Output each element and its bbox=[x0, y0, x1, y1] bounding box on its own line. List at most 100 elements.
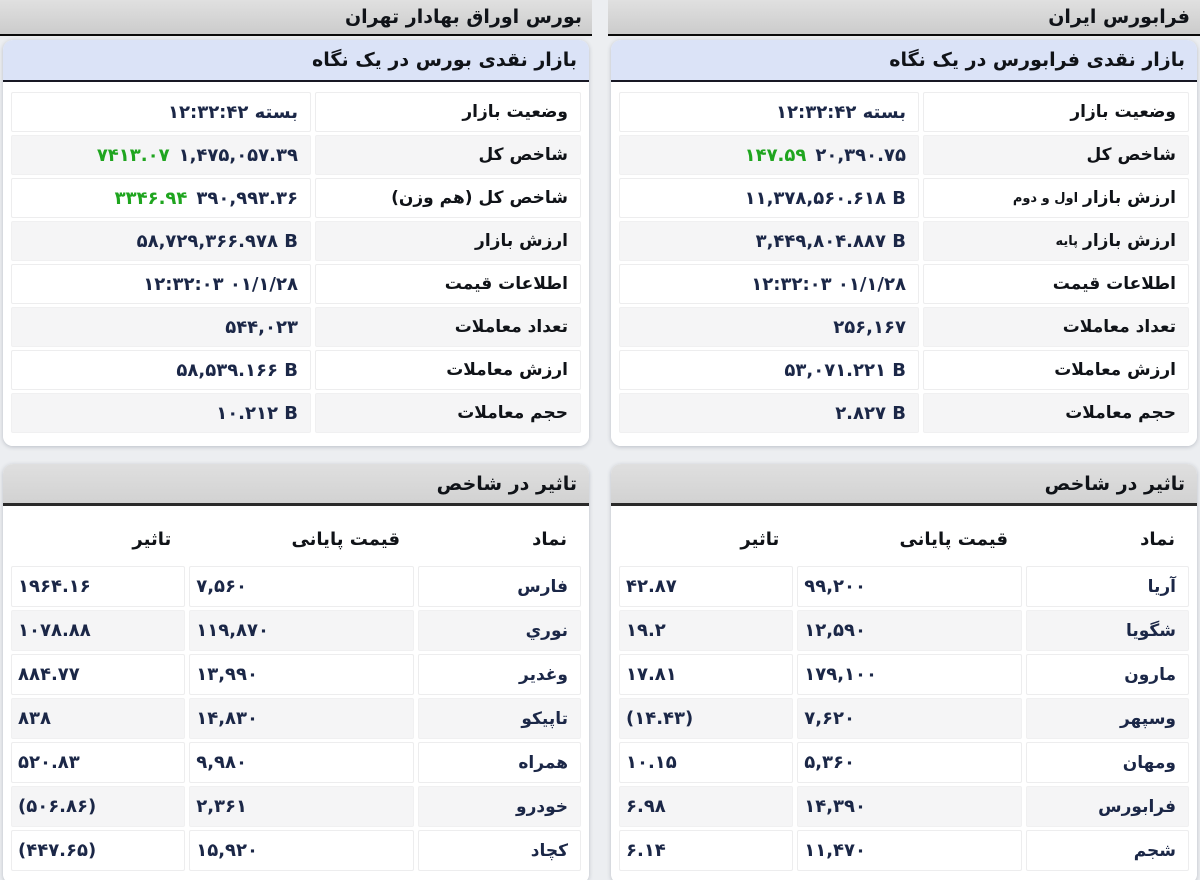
close-price: ۲,۳۶۱ bbox=[189, 786, 414, 827]
row-value: ۲.۸۲۷ B bbox=[835, 402, 906, 424]
impact-row: ومهان ۵,۳۶۰ ۱۰.۱۵ bbox=[619, 742, 1189, 783]
glance-row-market-status: وضعیت بازار بسته ۱۲:۳۲:۴۲ bbox=[619, 92, 1189, 132]
row-label: وضعیت بازار bbox=[1070, 102, 1176, 122]
index-impact: ۶.۹۸ bbox=[619, 786, 794, 827]
row-value: ۱۲:۳۲:۰۳ ۰۱/۱/۲۸ bbox=[751, 273, 906, 295]
glance-row-market-status: وضعیت بازار بسته ۱۲:۳۲:۴۲ bbox=[11, 92, 581, 132]
row-label: شاخص کل bbox=[478, 145, 568, 165]
row-label: ارزش بازار bbox=[475, 231, 568, 251]
symbol-link[interactable]: نوري bbox=[417, 610, 581, 651]
glance-row-trade-value: ارزش معاملات ۵۸,۵۳۹.۱۶۶ B bbox=[11, 350, 581, 390]
impact-row: تاپیکو ۱۴,۸۳۰ ۸۳۸ bbox=[11, 698, 581, 739]
row-value: ۲۰,۳۹۰.۷۵ bbox=[815, 144, 906, 166]
col-header-symbol: نماد bbox=[532, 528, 567, 550]
close-price: ۹,۹۸۰ bbox=[189, 742, 414, 783]
index-impact: ۱۷.۸۱ bbox=[619, 654, 794, 695]
close-price: ۷,۶۲۰ bbox=[797, 698, 1022, 739]
farabourse-glance-title: بازار نقدی فرابورس در یک نگاه bbox=[611, 40, 1197, 82]
row-change: ۳۳۴۶.۹۴ bbox=[114, 187, 188, 209]
index-impact: (۵۰۶.۸۶) bbox=[11, 786, 186, 827]
row-value: ۱۲:۳۲:۰۳ ۰۱/۱/۲۸ bbox=[143, 273, 298, 295]
glance-row-market-cap-1-2: ارزش بازار اول و دوم ۱۱,۳۷۸,۵۶۰.۶۱۸ B bbox=[619, 178, 1189, 218]
index-impact: ۶.۱۴ bbox=[619, 830, 794, 871]
row-label: اطلاعات قیمت bbox=[1052, 274, 1176, 294]
impact-row: کچاد ۱۵,۹۲۰ (۴۴۷.۶۵) bbox=[11, 830, 581, 871]
col-header-close-price: قیمت پایانی bbox=[291, 528, 400, 550]
symbol-link[interactable]: خودرو bbox=[417, 786, 581, 827]
close-price: ۱۱۹,۸۷۰ bbox=[189, 610, 414, 651]
symbol-link[interactable]: وسپهر bbox=[1025, 698, 1189, 739]
row-label: تعداد معاملات bbox=[1062, 317, 1176, 337]
symbol-link[interactable]: فرابورس bbox=[1025, 786, 1189, 827]
close-price: ۱۲,۵۹۰ bbox=[797, 610, 1022, 651]
index-impact: (۱۴.۴۳) bbox=[619, 698, 794, 739]
symbol-link[interactable]: تاپیکو bbox=[417, 698, 581, 739]
index-impact: ۸۳۸ bbox=[11, 698, 186, 739]
row-label: ارزش بازار bbox=[1083, 188, 1176, 208]
row-value: ۵۸,۵۳۹.۱۶۶ B bbox=[176, 359, 298, 381]
row-value: بسته ۱۲:۳۲:۴۲ bbox=[168, 101, 298, 123]
row-label: حجم معاملات bbox=[1065, 403, 1176, 423]
farabourse-column: فرابورس ایران بازار نقدی فرابورس در یک ن… bbox=[608, 0, 1200, 880]
farabourse-impact-panel: تاثیر در شاخص نماد قیمت پایانی تاثیر آری… bbox=[611, 464, 1197, 880]
symbol-link[interactable]: کچاد bbox=[417, 830, 581, 871]
close-price: ۱۴,۸۳۰ bbox=[189, 698, 414, 739]
row-label: وضعیت بازار bbox=[462, 102, 568, 122]
row-label: شاخص کل (هم وزن) bbox=[391, 188, 568, 208]
index-impact: ۱۰۷۸.۸۸ bbox=[11, 610, 186, 651]
symbol-link[interactable]: آریا bbox=[1025, 566, 1189, 607]
index-impact: ۴۲.۸۷ bbox=[619, 566, 794, 607]
tse-glance-title: بازار نقدی بورس در یک نگاه bbox=[3, 40, 589, 82]
close-price: ۱۷۹,۱۰۰ bbox=[797, 654, 1022, 695]
glance-row-total-index: شاخص کل ۲۰,۳۹۰.۷۵ ۱۴۷.۵۹ bbox=[619, 135, 1189, 175]
glance-row-trade-count: تعداد معاملات ۲۵۶,۱۶۷ bbox=[619, 307, 1189, 347]
row-value: ۳,۴۴۹,۸۰۴.۸۸۷ B bbox=[755, 230, 906, 252]
index-impact: ۱۹.۲ bbox=[619, 610, 794, 651]
row-value: ۱۱,۳۷۸,۵۶۰.۶۱۸ B bbox=[744, 187, 906, 209]
index-impact: ۸۸۴.۷۷ bbox=[11, 654, 186, 695]
symbol-link[interactable]: همراه bbox=[417, 742, 581, 783]
symbol-link[interactable]: فارس bbox=[417, 566, 581, 607]
tse-impact-title: تاثیر در شاخص bbox=[3, 464, 589, 506]
row-label: اطلاعات قیمت bbox=[444, 274, 568, 294]
impact-row: شگویا ۱۲,۵۹۰ ۱۹.۲ bbox=[619, 610, 1189, 651]
close-price: ۱۴,۳۹۰ bbox=[797, 786, 1022, 827]
tse-impact-panel: تاثیر در شاخص نماد قیمت پایانی تاثیر فار… bbox=[3, 464, 589, 880]
impact-table-header: نماد قیمت پایانی تاثیر bbox=[11, 515, 581, 563]
impact-row: خودرو ۲,۳۶۱ (۵۰۶.۸۶) bbox=[11, 786, 581, 827]
impact-row: همراه ۹,۹۸۰ ۵۲۰.۸۳ bbox=[11, 742, 581, 783]
row-label-qualifier: اول و دوم bbox=[1012, 190, 1079, 206]
impact-row: نوري ۱۱۹,۸۷۰ ۱۰۷۸.۸۸ bbox=[11, 610, 581, 651]
tse-glance-body: وضعیت بازار بسته ۱۲:۳۲:۴۲ شاخص کل ۱,۴۷۵,… bbox=[3, 82, 589, 446]
row-value: ۵۴۴,۰۲۳ bbox=[225, 316, 298, 338]
col-header-impact: تاثیر bbox=[740, 528, 780, 550]
row-value: ۲۵۶,۱۶۷ bbox=[833, 316, 906, 338]
symbol-link[interactable]: وغدیر bbox=[417, 654, 581, 695]
close-price: ۱۵,۹۲۰ bbox=[189, 830, 414, 871]
col-header-impact: تاثیر bbox=[132, 528, 172, 550]
row-value: ۵۳,۰۷۱.۲۲۱ B bbox=[784, 359, 906, 381]
symbol-link[interactable]: ومهان bbox=[1025, 742, 1189, 783]
symbol-link[interactable]: شگویا bbox=[1025, 610, 1189, 651]
farabourse-glance-body: وضعیت بازار بسته ۱۲:۳۲:۴۲ شاخص کل ۲۰,۳۹۰… bbox=[611, 82, 1197, 446]
glance-row-trade-value: ارزش معاملات ۵۳,۰۷۱.۲۲۱ B bbox=[619, 350, 1189, 390]
symbol-link[interactable]: شجم bbox=[1025, 830, 1189, 871]
row-change: ۷۴۱۳.۰۷ bbox=[96, 144, 170, 166]
row-label: ارزش بازار bbox=[1083, 231, 1176, 251]
row-label-qualifier: پایه bbox=[1055, 233, 1079, 249]
impact-row: وغدیر ۱۳,۹۹۰ ۸۸۴.۷۷ bbox=[11, 654, 581, 695]
col-header-symbol: نماد bbox=[1140, 528, 1175, 550]
close-price: ۱۳,۹۹۰ bbox=[189, 654, 414, 695]
row-value: ۳۹۰,۹۹۳.۳۶ bbox=[196, 187, 298, 209]
tse-impact-table: نماد قیمت پایانی تاثیر فارس ۷,۵۶۰ ۱۹۶۴.۱… bbox=[3, 506, 589, 880]
close-price: ۵,۳۶۰ bbox=[797, 742, 1022, 783]
col-header-close-price: قیمت پایانی bbox=[899, 528, 1008, 550]
row-label: ارزش معاملات bbox=[1054, 360, 1176, 380]
row-label: ارزش معاملات bbox=[446, 360, 568, 380]
row-label: شاخص کل bbox=[1086, 145, 1176, 165]
close-price: ۱۱,۴۷۰ bbox=[797, 830, 1022, 871]
glance-row-market-cap: ارزش بازار ۵۸,۷۲۹,۳۶۶.۹۷۸ B bbox=[11, 221, 581, 261]
symbol-link[interactable]: مارون bbox=[1025, 654, 1189, 695]
impact-row: فارس ۷,۵۶۰ ۱۹۶۴.۱۶ bbox=[11, 566, 581, 607]
